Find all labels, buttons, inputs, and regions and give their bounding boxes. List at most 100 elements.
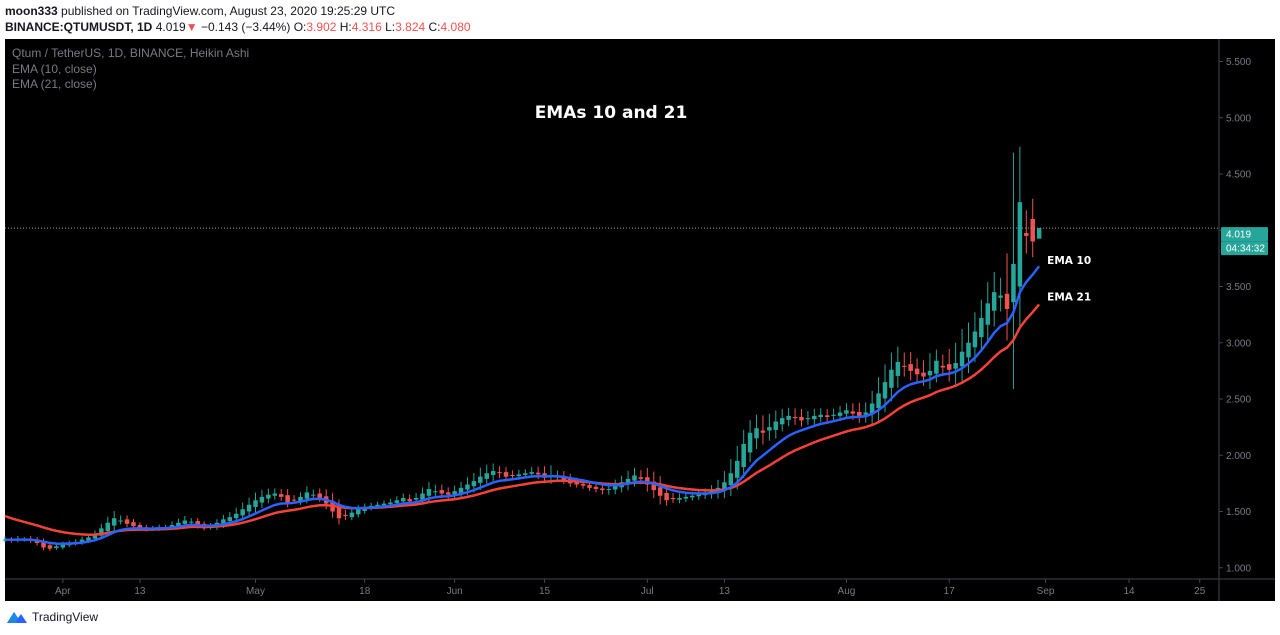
ema21-annotation: EMA 21 [1047,291,1091,303]
low-value: 3.824 [395,20,426,34]
candle-body [728,473,734,486]
candle-body [118,520,123,522]
candle-body [413,498,419,500]
candle-body [137,525,143,529]
candle-body [452,491,457,495]
time-tick-label: Jun [447,586,463,597]
candle-body [420,493,425,500]
candle-body [908,364,913,371]
candle-body [593,486,599,489]
candle-body [233,513,239,519]
candle-body [86,537,91,541]
time-tick-labels: Apr 13 May 18 Jun 15 Jul 13 Aug 17 Sep 14 25 [55,579,1206,597]
candle-body [426,489,432,496]
open-label: O: [293,20,307,34]
candle-body [246,504,252,512]
price-axis[interactable] [1219,39,1275,579]
publication-header: moon333 published on TradingView.com, Au… [0,0,1280,39]
price-chart[interactable]: 1.0001.5002.0002.5003.0003.5004.0004.500… [0,39,1280,604]
change-value: −0.143 (−3.44%) [200,20,291,34]
price-tick-label: 5.500 [1226,57,1251,68]
last-price-badge-text: 4.019 [1226,230,1251,241]
candle-body [105,522,111,532]
candle-body [458,487,464,493]
candle-body [651,481,656,491]
candle-body [497,472,502,474]
legend-symbol-line[interactable]: Qtum / TetherUS, 1D, BINANCE, Heikin Ash… [12,46,249,60]
candle-body [407,499,412,502]
ema10-line [4,265,1041,545]
candle-body [863,412,868,415]
candle-body [812,415,817,420]
candle-body [857,411,862,416]
candle-body [754,428,759,439]
candle-body [400,498,406,502]
candle-body [317,493,322,498]
time-tick-label: Apr [55,586,71,597]
time-tick-label: May [246,586,265,597]
ema10-annotation: EMA 10 [1047,255,1091,267]
candle-body [927,370,933,376]
candle-body [606,489,612,490]
candle-body [523,473,528,475]
candle-body [670,498,676,500]
candle-body [465,484,470,490]
published-text: published on TradingView.com, August 23,… [61,4,396,18]
candle-body [343,514,348,516]
candle-body [278,494,284,497]
ohlc-line: BINANCE:QTUMUSDT, 1D 4.019▼ −0.143 (−3.4… [5,20,471,34]
change-down-arrow-icon: ▼ [185,20,198,34]
price-tick-label: 1.000 [1226,563,1251,574]
candle-body [285,495,290,503]
candle-body [266,494,271,499]
price-tick-label: 2.500 [1226,395,1251,406]
plot-area[interactable] [5,39,1219,579]
ema21-line [4,303,1041,536]
candle-body [818,414,824,417]
time-tick-label: 18 [359,586,371,597]
candle-body [966,342,971,358]
candle-body [291,499,297,501]
candle-body [722,482,727,490]
candle-body [41,541,46,548]
time-tick-label: 13 [719,586,731,597]
legend-ema21[interactable]: EMA (21, close) [12,77,97,91]
candle-body [54,546,59,549]
candle-body [1011,264,1016,303]
candle-body [1004,293,1010,309]
candle-body [934,360,939,374]
candle-body [439,490,445,494]
legend-ema10[interactable]: EMA (10, close) [12,62,97,76]
candle-body [388,502,393,505]
candle-body [850,411,856,414]
candle-body [869,403,875,415]
candle-body [921,372,926,377]
close-value: 4.080 [440,20,471,34]
high-value: 4.316 [351,20,382,34]
candle-body [189,521,194,523]
time-tick-label: 15 [539,586,551,597]
tradingview-logo-icon [7,612,27,623]
candle-body [844,410,849,414]
candle-body [375,504,380,507]
price-tick-label: 2.000 [1226,451,1251,462]
author-name[interactable]: moon333 [5,4,58,18]
candle-body [47,545,53,549]
candle-body [356,509,361,515]
candle-body [972,331,978,348]
candle-body [747,432,753,453]
candle-body [240,509,245,516]
tradingview-brand[interactable]: TradingView [6,610,98,624]
close-label: C: [428,20,441,34]
time-axis[interactable] [5,579,1275,601]
candle-body [221,519,226,525]
candle-body [503,472,509,477]
high-label: H: [339,20,352,34]
candles-layer [2,146,1042,551]
candle-body [805,418,811,420]
candle-body [940,365,946,368]
time-tick-label: 13 [134,586,146,597]
candle-body [837,412,843,416]
footer: TradingView [0,604,1280,635]
time-tick-label: Aug [838,586,856,597]
